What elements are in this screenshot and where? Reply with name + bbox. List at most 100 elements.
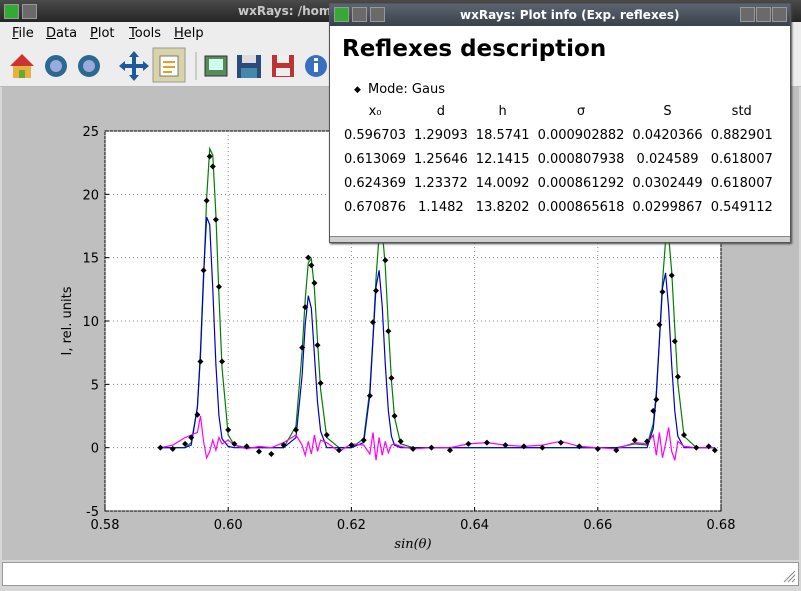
data-point bbox=[653, 396, 660, 403]
table-row: 0.624369 1.23372 14.0092 0.000861292 0.03024… bbox=[340, 173, 777, 197]
table-cell: 1.25646 bbox=[414, 152, 468, 167]
table-cell: 0.618007 bbox=[710, 152, 773, 167]
x-tick-label: 0.66 bbox=[583, 518, 612, 533]
table-cell: 0.0299867 bbox=[632, 200, 703, 215]
y-tick-label: 10 bbox=[82, 315, 99, 330]
scrollbar[interactable] bbox=[330, 236, 790, 242]
x-tick-label: 0.60 bbox=[214, 518, 243, 533]
y-tick-label: 5 bbox=[91, 378, 99, 393]
data-point bbox=[311, 280, 318, 286]
table-cell: 14.0092 bbox=[475, 176, 530, 191]
resize-grip[interactable] bbox=[780, 567, 796, 583]
data-point bbox=[268, 451, 275, 457]
data-point bbox=[397, 438, 404, 445]
data-point bbox=[483, 439, 490, 446]
data-point bbox=[382, 257, 389, 264]
pan-button[interactable] bbox=[119, 51, 149, 81]
data-point bbox=[336, 447, 343, 454]
data-point bbox=[711, 447, 718, 454]
y-tick-label: -5 bbox=[86, 505, 99, 520]
data-point bbox=[299, 344, 306, 351]
data-point bbox=[539, 444, 546, 451]
back-button[interactable] bbox=[45, 55, 67, 77]
x-tick-label: 0.68 bbox=[707, 518, 736, 533]
menu-item[interactable]: Plot bbox=[90, 26, 115, 41]
table-cell: 1.23372 bbox=[414, 176, 468, 191]
info-heading: Reflexes description bbox=[342, 36, 607, 62]
table-cell: 0.000865618 bbox=[537, 200, 625, 215]
data-point bbox=[656, 321, 663, 328]
table-cell: 0.000807938 bbox=[537, 152, 625, 167]
data-point bbox=[385, 328, 392, 335]
table-cell: 0.613069 bbox=[344, 152, 407, 167]
table-cell: 12.1415 bbox=[475, 152, 530, 167]
menu-item[interactable]: Tools bbox=[129, 26, 162, 41]
data-point bbox=[215, 283, 222, 290]
data-point bbox=[314, 342, 321, 349]
table-row: 0.670876 1.1482 13.8202 0.000865618 0.029986… bbox=[340, 197, 777, 221]
zoom-button[interactable] bbox=[152, 47, 186, 83]
table-cell: 0.618007 bbox=[710, 176, 773, 191]
close-button[interactable] bbox=[772, 7, 787, 22]
table-cell: 13.8202 bbox=[475, 200, 530, 215]
series-line bbox=[160, 415, 715, 461]
column-header: σ bbox=[576, 104, 586, 119]
info-shade-button[interactable] bbox=[370, 7, 385, 22]
data-point bbox=[243, 443, 250, 450]
table-cell: 0.0420366 bbox=[632, 128, 703, 143]
data-point bbox=[188, 434, 195, 441]
data-point bbox=[219, 358, 226, 365]
table-cell: 18.5741 bbox=[475, 128, 530, 143]
window-menu-button[interactable] bbox=[22, 4, 37, 19]
maximize-button[interactable] bbox=[756, 7, 771, 22]
app-icon bbox=[4, 4, 19, 19]
data-point bbox=[576, 443, 583, 450]
data-point bbox=[225, 426, 232, 433]
menu-item[interactable]: Help bbox=[174, 26, 204, 41]
info-button[interactable] bbox=[305, 55, 327, 77]
data-point bbox=[308, 262, 315, 269]
info-window-menu[interactable] bbox=[352, 7, 367, 22]
data-point bbox=[631, 437, 638, 444]
data-point bbox=[256, 448, 262, 455]
table-row: 0.613069 1.25646 12.1415 0.000807938 0.02458… bbox=[340, 149, 777, 173]
table-cell: 0.882901 bbox=[710, 128, 773, 143]
menu-item[interactable]: File bbox=[12, 26, 34, 41]
forward-button[interactable] bbox=[78, 55, 100, 77]
column-header: d bbox=[436, 104, 446, 119]
data-point bbox=[348, 442, 355, 449]
save-as-button[interactable] bbox=[272, 55, 294, 77]
x-tick-label: 0.58 bbox=[91, 518, 120, 533]
data-point bbox=[705, 443, 712, 450]
column-header: h bbox=[498, 104, 507, 119]
column-header: S bbox=[663, 104, 672, 119]
table-cell: 0.000902882 bbox=[537, 128, 625, 143]
plot-info-window: wxRays: Plot info (Exp. reflexes) Reflex… bbox=[329, 3, 791, 243]
data-point bbox=[428, 444, 435, 451]
info-app-icon bbox=[334, 7, 349, 22]
data-point bbox=[369, 319, 376, 326]
menu-item[interactable]: Data bbox=[46, 26, 78, 41]
data-point bbox=[182, 440, 189, 447]
minimize-button[interactable] bbox=[740, 7, 755, 22]
data-point bbox=[693, 444, 700, 451]
save-button[interactable] bbox=[237, 55, 261, 78]
data-point bbox=[644, 438, 651, 445]
data-point bbox=[502, 442, 509, 449]
status-bar bbox=[2, 562, 799, 586]
data-point bbox=[280, 442, 287, 449]
configure-button[interactable] bbox=[204, 55, 228, 77]
data-point bbox=[360, 437, 367, 444]
y-tick-label: 15 bbox=[82, 252, 99, 267]
column-header: x₀ bbox=[368, 104, 382, 119]
home-button[interactable] bbox=[10, 54, 34, 78]
y-tick-label: 25 bbox=[82, 125, 99, 140]
data-point bbox=[206, 153, 213, 160]
table-cell: 0.549112 bbox=[710, 200, 773, 215]
data-point bbox=[465, 440, 472, 447]
data-point bbox=[157, 444, 164, 451]
data-point bbox=[388, 375, 395, 381]
data-point bbox=[681, 432, 688, 438]
